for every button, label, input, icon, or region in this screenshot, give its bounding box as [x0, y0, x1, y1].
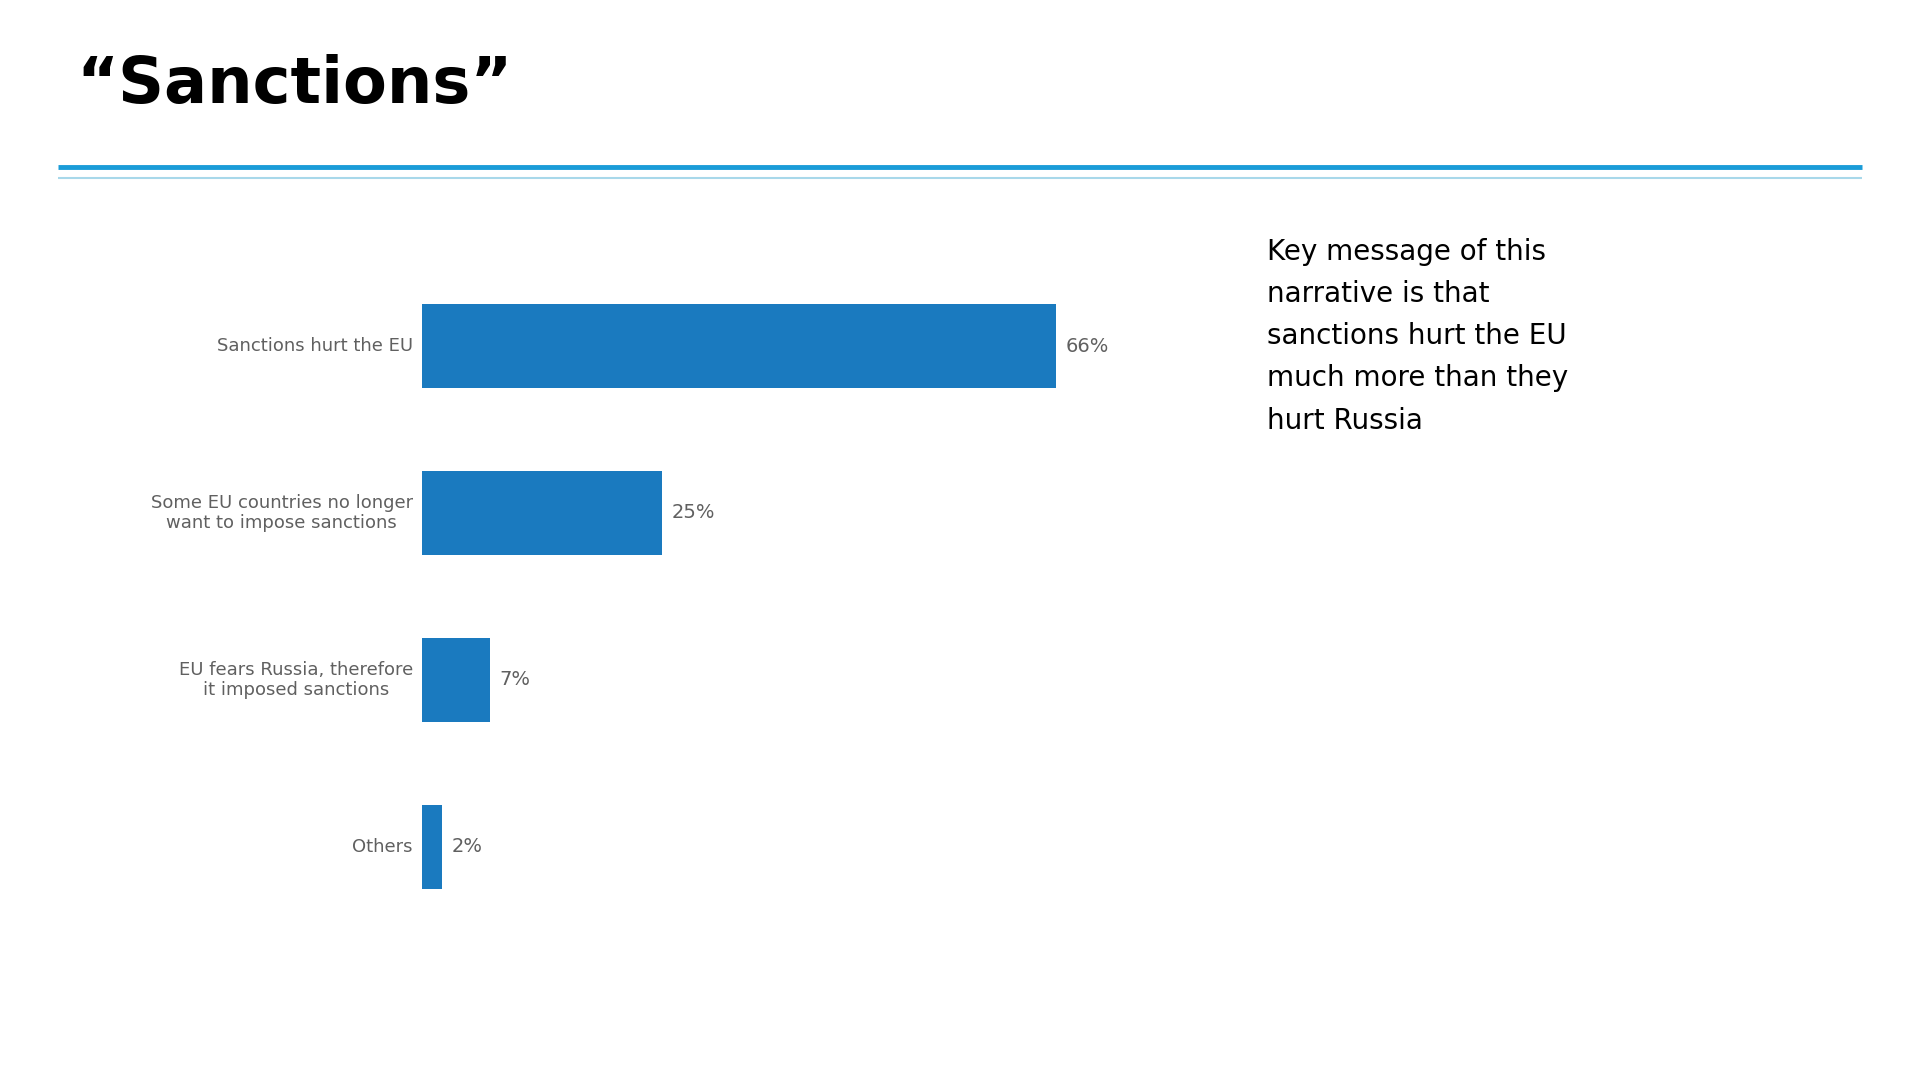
Text: 2%: 2% [451, 837, 482, 856]
Text: EU fears Russia, therefore
it imposed sanctions: EU fears Russia, therefore it imposed sa… [179, 661, 413, 700]
Text: 66%: 66% [1066, 337, 1110, 355]
Text: Some EU countries no longer
want to impose sanctions: Some EU countries no longer want to impo… [150, 494, 413, 532]
Bar [422, 471, 662, 555]
Bar [422, 638, 490, 721]
Text: Sanctions hurt the EU: Sanctions hurt the EU [217, 337, 413, 355]
Text: “Sanctions”: “Sanctions” [77, 54, 513, 116]
Bar [422, 805, 442, 889]
Bar [422, 305, 1056, 388]
Text: Key message of this
narrative is that
sanctions hurt the EU
much more than they
: Key message of this narrative is that sa… [1267, 238, 1569, 435]
Text: Others: Others [351, 838, 413, 855]
Text: 25%: 25% [672, 503, 716, 523]
Text: 7%: 7% [499, 671, 530, 689]
